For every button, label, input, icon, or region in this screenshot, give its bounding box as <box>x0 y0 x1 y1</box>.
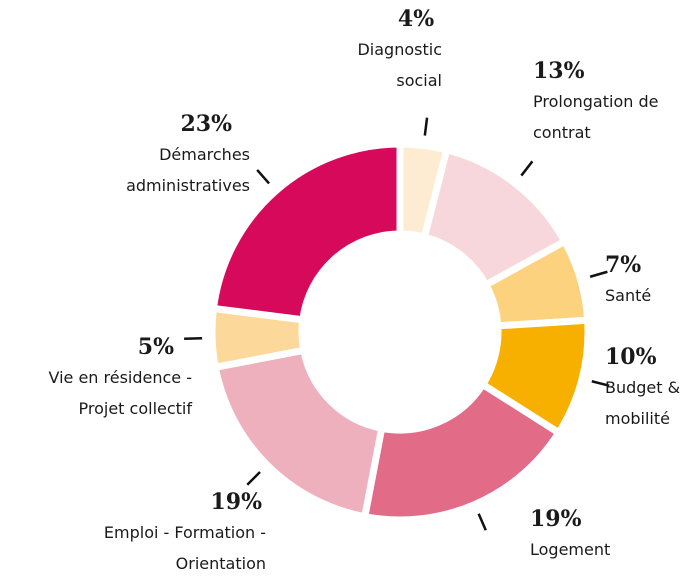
percent-label: 10% <box>605 344 657 370</box>
category-label: Vie en résidence - Projet collectif <box>48 368 192 418</box>
leader-line <box>589 270 608 278</box>
leader-line <box>184 336 203 341</box>
category-label: Santé <box>605 286 652 305</box>
segment-label: 5% Vie en résidence - Projet collectif <box>0 332 192 424</box>
segment-label: 13% Prolongation de contrat <box>533 56 673 148</box>
category-label: Budget & mobilité <box>605 378 681 428</box>
category-label: Diagnostic social <box>357 40 442 90</box>
percent-label: 13% <box>533 58 585 84</box>
percent-label: 23% <box>180 111 232 137</box>
percent-label: 5% <box>137 334 174 360</box>
leader-line <box>256 169 270 185</box>
category-label: Prolongation de contrat <box>533 92 659 142</box>
segment-label: 4% Diagnostic social <box>320 4 442 96</box>
segment-label: 7% Santé <box>605 250 685 311</box>
leader-line <box>246 471 261 486</box>
donut-segment <box>360 379 564 524</box>
segment-label: 23% Démarches administratives <box>80 109 250 201</box>
percent-label: 19% <box>210 489 262 515</box>
category-label: Démarches administratives <box>126 145 250 195</box>
category-label: Logement <box>530 540 611 559</box>
percent-label: 7% <box>605 252 642 278</box>
percent-label: 19% <box>530 506 582 532</box>
leader-line <box>477 513 487 531</box>
donut-segment <box>209 140 404 324</box>
category-label: Emploi - Formation - Orientation <box>103 523 266 573</box>
leader-line <box>520 160 534 177</box>
segment-label: 10% Budget & mobilité <box>605 342 692 434</box>
leader-line <box>591 380 610 387</box>
segment-label: 19% Emploi - Formation - Orientation <box>60 487 266 579</box>
percent-label: 4% <box>397 6 435 32</box>
segment-label: 19% Logement <box>530 504 650 565</box>
leader-line <box>423 117 429 136</box>
donut-segment <box>211 346 386 521</box>
